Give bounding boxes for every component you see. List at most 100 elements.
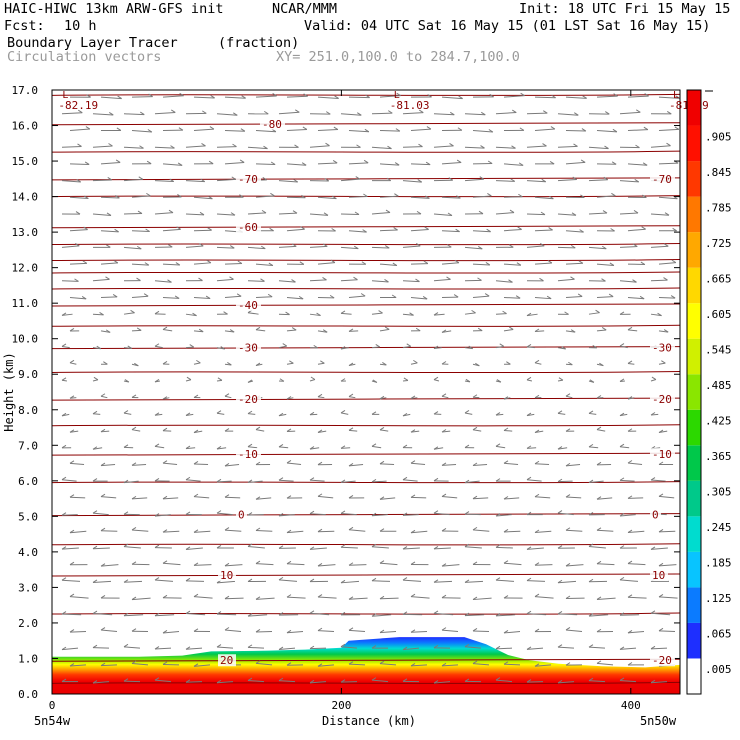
wind-vector-head: [495, 478, 501, 482]
wind-vector-head: [642, 162, 648, 166]
contour-label: -30: [238, 342, 258, 355]
wind-vector-head: [185, 646, 191, 650]
wind-vector-head: [340, 510, 346, 514]
wind-vector-head: [557, 446, 563, 450]
wind-vector: [495, 514, 512, 517]
wind-vector-head: [503, 595, 509, 599]
wind-vector-head: [255, 660, 261, 664]
wind-vector-head: [123, 579, 129, 583]
wind-vector-head: [61, 476, 67, 481]
wind-vector: [371, 146, 392, 150]
wind-vector-head: [663, 243, 669, 247]
contour-label-bg: [650, 568, 668, 581]
colorbar-label: .065: [705, 628, 732, 641]
wind-vector-head: [92, 410, 98, 415]
wind-vector-head: [506, 361, 511, 365]
wind-vector-head: [675, 95, 680, 99]
wind-vector: [348, 663, 366, 666]
minimum-marker: L: [394, 90, 400, 101]
wind-vector-head: [477, 245, 483, 250]
wind-vector-head: [291, 327, 297, 331]
wind-vector: [255, 195, 275, 198]
wind-vector: [61, 479, 77, 482]
y-tick-label: 14.0: [12, 191, 39, 204]
wind-vector-head: [519, 127, 525, 131]
wind-vector: [123, 646, 141, 649]
wind-vector-head: [588, 443, 594, 448]
wind-vector-head: [193, 429, 199, 433]
wind-vector: [588, 312, 600, 315]
wind-vector-head: [410, 561, 416, 565]
wind-vector-head: [123, 410, 129, 414]
wind-vector-head: [478, 210, 484, 215]
wind-vector: [348, 429, 358, 432]
colorbar-label: .905: [705, 130, 732, 143]
wind-vector: [565, 395, 573, 399]
wind-vector: [433, 612, 454, 616]
wind-vector-head: [92, 510, 98, 514]
wind-vector-head: [477, 327, 483, 332]
init-time: Init: 18 UTC Fri 15 May 15: [519, 1, 731, 17]
wind-vector: [658, 196, 678, 200]
wind-vector: [588, 246, 607, 250]
wind-vector: [557, 145, 578, 148]
wind-vector-head: [387, 145, 392, 150]
org-label: NCAR/MMM: [272, 1, 338, 17]
wind-vector-head: [372, 379, 378, 383]
wind-vector: [588, 680, 606, 683]
wind-vector-head: [185, 577, 191, 582]
wind-vector-head: [267, 293, 273, 298]
wind-vector-head: [224, 428, 230, 432]
contour-label: -70: [238, 173, 258, 186]
wind-vector: [185, 245, 204, 248]
wind-vector: [340, 512, 357, 516]
wind-vector: [162, 263, 180, 266]
wind-vector-head: [496, 379, 502, 383]
wind-vector-head: [69, 529, 75, 534]
wind-vector-head: [479, 176, 485, 180]
wind-vector-head: [309, 679, 315, 684]
wind-vector-head: [92, 680, 98, 684]
wind-vector: [379, 429, 389, 432]
wind-vector: [61, 145, 82, 148]
wind-vector: [402, 579, 422, 582]
wind-vector: [627, 362, 635, 365]
colorbar-segment: [687, 587, 701, 623]
wind-vector: [100, 96, 122, 100]
wind-vector-head: [69, 593, 75, 598]
wind-vector: [193, 496, 210, 499]
wind-vector-head: [348, 627, 354, 631]
wind-vector: [131, 130, 152, 133]
wind-vector-head: [582, 95, 587, 99]
contour-label: -20: [238, 393, 258, 406]
wind-vector: [534, 96, 556, 99]
wind-vector-head: [464, 479, 470, 484]
wind-vector-head: [588, 511, 594, 516]
wind-vector-head: [179, 92, 184, 97]
wind-vector: [193, 430, 203, 434]
wind-vector: [534, 530, 552, 534]
wind-vector-head: [464, 678, 470, 682]
wind-vector: [557, 412, 566, 415]
wind-vector-head: [92, 446, 98, 450]
wind-vector: [123, 146, 144, 149]
wind-vector: [247, 146, 268, 150]
wind-vector: [433, 681, 451, 684]
wind-vector-head: [456, 195, 461, 199]
colorbar-segment: [687, 125, 701, 162]
wind-vector-head: [561, 346, 567, 350]
wind-vector-head: [278, 512, 284, 517]
wind-vector-head: [495, 577, 501, 581]
wind-vector-head: [154, 612, 160, 617]
wind-vector-head: [162, 326, 168, 330]
wind-vector: [464, 178, 484, 182]
wind-vector-head: [650, 546, 656, 550]
wind-vector-head: [362, 229, 367, 233]
wind-vector-head: [392, 262, 398, 266]
wind-vector-head: [255, 596, 261, 600]
wind-vector: [216, 646, 234, 649]
wind-vector-head: [162, 495, 168, 500]
wind-vector-head: [309, 510, 315, 515]
wind-vector: [379, 630, 397, 634]
wind-vector: [464, 646, 482, 649]
